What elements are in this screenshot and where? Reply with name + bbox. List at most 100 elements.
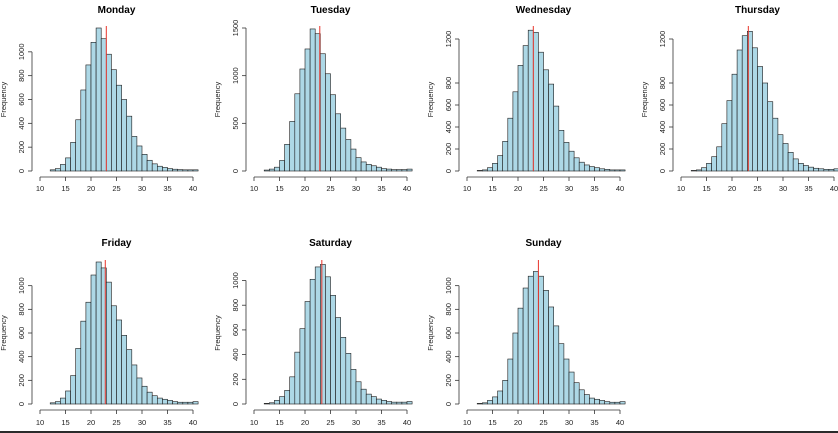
histogram-bar [833,168,838,172]
histogram-bar [568,371,575,405]
y-tick-label: 0 [231,402,240,406]
x-tick-label: 20 [87,418,95,427]
y-tick-label: 600 [444,99,453,112]
histogram-bar [350,369,357,405]
histogram-bar [797,163,804,172]
histogram-bar [527,275,534,405]
histogram-bar [721,123,728,172]
histogram-bar [319,53,326,172]
histogram-bar [512,332,519,405]
histogram-bar [268,168,275,172]
histogram-bar [609,169,616,172]
x-tick-label: 25 [112,418,120,427]
y-tick-label: 1000 [17,277,26,294]
y-tick-label: 400 [231,348,240,361]
y-tick-label: 800 [17,69,26,82]
x-tick-label: 15 [61,184,69,193]
histogram-bar [370,396,377,405]
x-tick-label: 30 [565,418,573,427]
histogram-bar [95,27,102,172]
y-tick-label: 200 [17,141,26,154]
histogram-bar [767,101,774,172]
histogram-bar [319,264,326,405]
histogram-bar [350,148,357,172]
histogram-bar [589,166,595,172]
histogram-bar [690,170,697,172]
histogram-bar [177,401,184,405]
histogram-bar [279,396,285,405]
histogram-bar [121,99,127,172]
y-tick-label: 800 [231,299,240,312]
y-axis-label: Frequency [213,82,222,118]
histogram-bar [522,45,529,172]
histogram-bar [532,271,539,405]
histogram-bar [614,169,621,172]
y-tick-label: 500 [231,117,240,130]
histogram-bar [706,163,712,172]
histogram-bar [396,169,403,172]
y-tick-label: 800 [444,303,453,316]
y-tick-label: 800 [17,303,26,316]
histogram-bar [818,168,825,172]
x-tick-label: 10 [36,184,44,193]
histogram-bar [578,389,585,405]
x-tick-label: 40 [403,184,411,193]
x-tick-label: 25 [539,418,547,427]
histogram-bar [497,390,504,405]
y-tick-label: 0 [444,402,453,406]
histogram-bar [60,164,66,172]
histogram-bar [60,397,66,405]
x-tick-label: 40 [189,184,197,193]
histogram-bar [177,169,184,172]
histogram-bar [792,158,799,172]
histogram-bar [167,400,173,405]
histogram-bar [111,305,117,405]
histogram-bar [294,351,301,405]
x-tick-label: 35 [590,184,598,193]
x-tick-label: 15 [488,418,496,427]
y-tick-label: 1000 [231,67,240,84]
x-tick-label: 35 [163,184,171,193]
histogram-bar [594,167,600,172]
histogram-bar [711,156,717,172]
histogram-bar [106,53,112,172]
histogram-bar [599,168,605,172]
histogram-bar [583,394,590,405]
y-tick-label: 400 [444,350,453,363]
histogram-bar [568,150,575,172]
histogram-bar [162,398,168,405]
histogram-bar [263,403,270,405]
x-tick-label: 15 [702,184,710,193]
histogram-bar [274,399,280,405]
y-axis-label: Frequency [640,82,649,118]
histogram-bar [151,395,158,405]
y-tick-label: 1000 [231,272,240,289]
y-axis-label: Frequency [0,82,8,118]
histogram-bar [548,83,554,172]
histogram-bar [360,161,367,172]
x-tick-label: 25 [326,418,334,427]
histogram-bar [90,41,97,172]
histogram-bar [85,64,92,172]
histogram-bar [381,168,387,172]
histogram-bar [772,117,779,172]
y-tick-label: 200 [444,143,453,156]
histogram-bar [70,375,76,405]
histogram-bar [538,275,544,405]
histogram-bar [131,364,138,405]
histogram-bar [80,89,87,172]
x-tick-label: 30 [779,184,787,193]
chart-title: Sunday [525,238,562,249]
chart-title: Thursday [735,5,780,16]
y-tick-label: 800 [444,77,453,90]
histogram-bar [757,66,763,172]
histogram-bar [263,169,270,172]
histogram-bar [731,73,738,172]
y-tick-label: 200 [658,143,667,156]
histogram-bar [126,349,133,405]
histogram-bar [543,69,549,172]
histogram-bar [538,51,544,172]
